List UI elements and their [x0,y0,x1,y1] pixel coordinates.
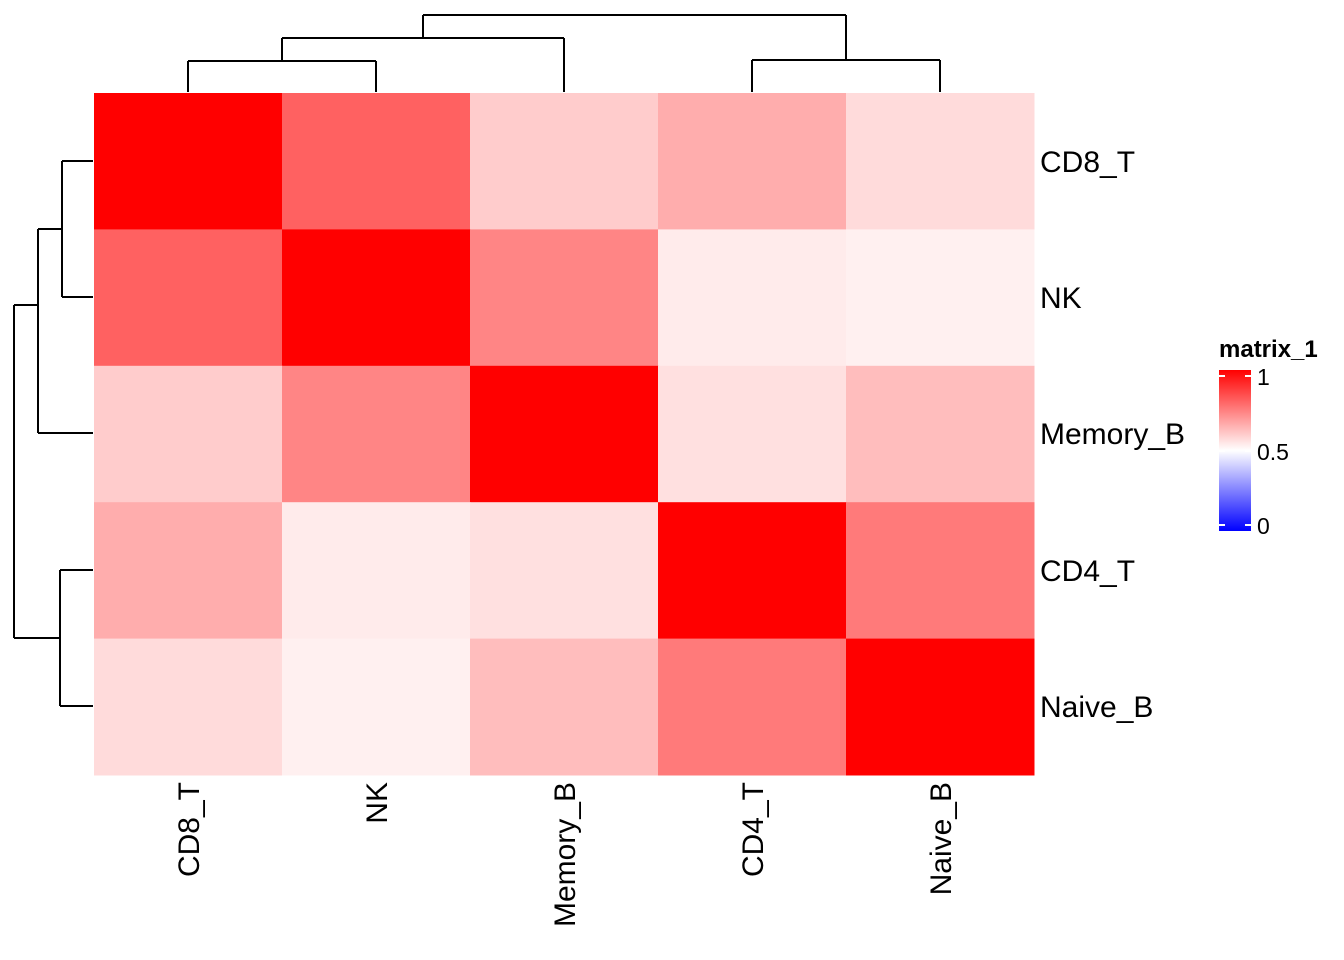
row-label-cd8-t: CD8_T [1040,146,1135,179]
col-label-cd4-t: CD4_T [737,782,770,877]
heatmap-cell-memory-b-naive-b [846,365,1035,503]
heatmap-cell-memory-b-cd4-t [658,365,847,503]
row-label-nk: NK [1040,282,1082,315]
row-label-cd4-t: CD4_T [1040,555,1135,588]
heatmap-cell-nk-cd4-t [658,229,847,367]
row-label-memory-b: Memory_B [1040,418,1185,451]
row-label-naive-b: Naive_B [1040,691,1153,724]
heatmap-cell-cd4-t-naive-b [846,502,1035,640]
heatmap-cell-nk-memory-b [470,229,659,367]
col-label-cd8-t: CD8_T [173,782,206,877]
heatmap-cell-cd4-t-cd8-t [94,502,283,640]
heatmap-cell-memory-b-cd8-t [94,365,283,503]
legend-tick-0: 0 [1257,513,1270,539]
heatmap-cell-cd4-t-cd4-t [658,502,847,640]
heatmap-cell-cd8-t-naive-b [846,93,1035,230]
heatmap-cell-cd4-t-memory-b [470,502,659,640]
column-labels: CD8_T NK Memory_B CD4_T Naive_B [173,782,958,927]
heatmap-cell-nk-cd8-t [94,229,283,367]
heatmap-cell-cd4-t-nk [282,502,471,640]
color-legend: matrix_1 1 0.5 0 [1219,336,1318,539]
heatmap-cell-cd8-t-memory-b [470,93,659,230]
row-labels: CD8_T NK Memory_B CD4_T Naive_B [1040,146,1185,724]
column-dendrogram [187,14,941,92]
heatmap-cell-memory-b-memory-b [470,365,659,503]
heatmap-cell-cd8-t-nk [282,93,471,230]
heatmap-cell-memory-b-nk [282,365,471,503]
col-label-nk: NK [361,782,394,824]
heatmap-cell-naive-b-cd4-t [658,638,847,776]
heatmap-cells [94,93,1035,776]
col-label-naive-b: Naive_B [925,782,958,895]
heatmap-cell-cd8-t-cd8-t [94,93,283,230]
legend-tick-1: 1 [1257,364,1270,390]
legend-tick-0-5: 0.5 [1257,439,1289,465]
heatmap-cell-nk-nk [282,229,471,367]
legend-title: matrix_1 [1219,336,1318,363]
col-label-memory-b: Memory_B [549,782,582,927]
heatmap-cell-naive-b-naive-b [846,638,1035,776]
heatmap-cell-naive-b-memory-b [470,638,659,776]
row-dendrogram [13,160,93,707]
heatmap-cell-naive-b-cd8-t [94,638,283,776]
heatmap-cell-cd8-t-cd4-t [658,93,847,230]
heatmap-cell-nk-naive-b [846,229,1035,367]
heatmap-cell-naive-b-nk [282,638,471,776]
